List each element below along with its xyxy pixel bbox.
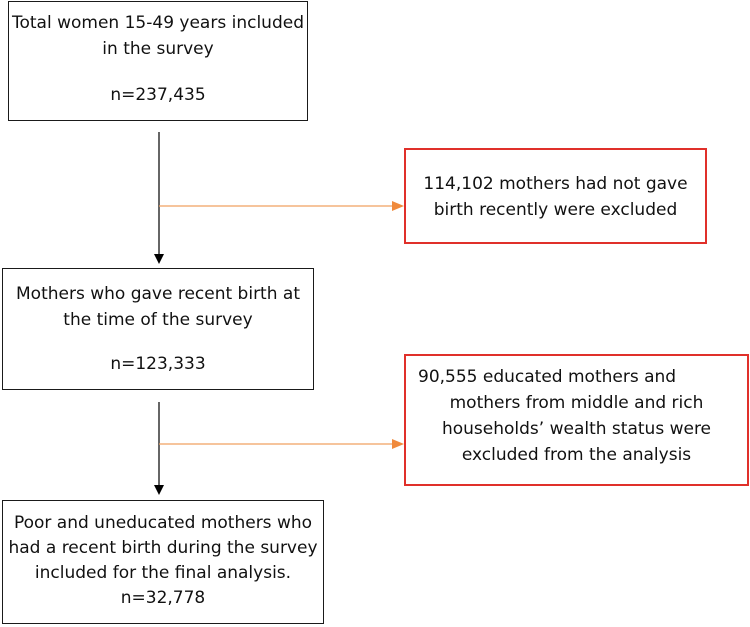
recent-birth-box: Mothers who gave recent birth at the tim… <box>2 268 314 390</box>
exclusion-2-line-3: households’ wealth status were <box>441 419 712 439</box>
exclusion-box-educated-wealthy: 90,555 educated mothers and mothers from… <box>404 354 749 486</box>
exclusion-2-line-4: excluded from the analysis <box>461 445 692 465</box>
total-women-box: Total women 15-49 years included in the … <box>8 1 308 121</box>
recent-birth-count: n=123,333 <box>110 354 206 374</box>
exclusion-2-line-2: mothers from middle and rich <box>449 393 704 413</box>
exclusion-1-line-1: 114,102 mothers had not gave <box>423 174 688 194</box>
final-analysis-box: Poor and uneducated mothers who had a re… <box>2 500 324 624</box>
recent-birth-line-2: the time of the survey <box>63 310 253 330</box>
total-women-line-2: in the survey <box>102 39 214 59</box>
total-women-line-1: Total women 15-49 years included <box>12 13 304 33</box>
total-women-count: n=237,435 <box>110 85 206 105</box>
recent-birth-line-1: Mothers who gave recent birth at <box>16 284 300 304</box>
final-analysis-line-2: had a recent birth during the survey <box>8 538 318 558</box>
final-analysis-line-1: Poor and uneducated mothers who <box>13 513 313 533</box>
exclusion-2-line-1: 90,555 educated mothers and <box>418 367 677 387</box>
exclusion-box-no-recent-birth: 114,102 mothers had not gave birth recen… <box>404 148 707 244</box>
final-analysis-line-3: included for the final analysis. <box>34 563 292 583</box>
final-analysis-count: n=32,778 <box>120 588 206 608</box>
exclusion-1-line-2: birth recently were excluded <box>433 200 678 220</box>
